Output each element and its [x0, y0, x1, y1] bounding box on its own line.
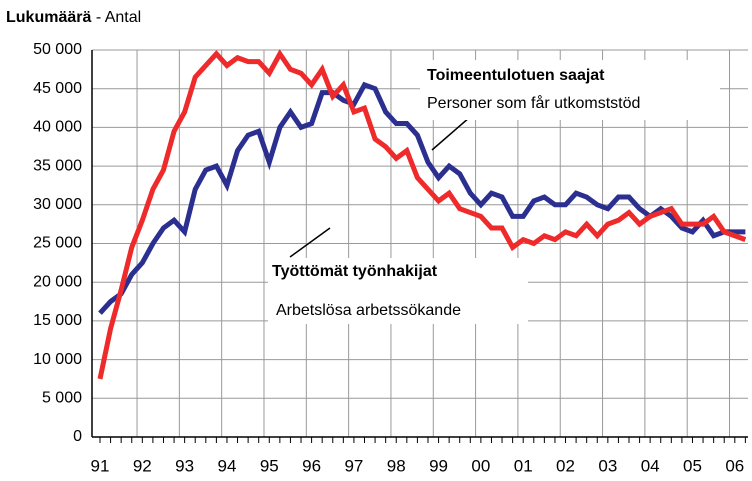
y-tick-label: 35 000 [33, 157, 82, 174]
series-line [97, 49, 747, 380]
title: Lukumäärä [6, 9, 91, 26]
y-tick-label: 10 000 [33, 351, 82, 368]
x-tick-label: 06 [725, 456, 744, 475]
x-tick-label: 02 [556, 456, 575, 475]
x-tick-label: 95 [260, 456, 279, 475]
annotation: Arbetslösa arbetssökande [276, 302, 461, 319]
x-tick-label: 97 [344, 456, 363, 475]
x-tick-label: 00 [471, 456, 490, 475]
x-tick-label: 92 [133, 456, 152, 475]
x-tick-label: 01 [514, 456, 533, 475]
y-tick-label: 40 000 [33, 119, 82, 136]
y-tick-label: 20 000 [33, 273, 82, 290]
y-tick-label: 0 [73, 428, 82, 445]
y-tick-label: 30 000 [33, 196, 82, 213]
series-line [98, 81, 746, 315]
annotation: Personer som får utkomststöd [427, 94, 640, 112]
series-label: Työttömät työnhakijat [272, 263, 438, 280]
leader-line [289, 227, 331, 258]
x-tick-label: 93 [175, 456, 194, 475]
x-tick-label: 05 [683, 456, 702, 475]
leader-line [431, 116, 471, 151]
y-tick-label: 45 000 [33, 80, 82, 97]
y-tick-label: 5 000 [42, 390, 82, 407]
x-tick-label: 94 [217, 456, 236, 475]
x-tick-label: 98 [387, 456, 406, 475]
series-label: Toimeentulotuen saajat [427, 67, 605, 84]
y-tick-label: 25 000 [33, 235, 82, 252]
x-tick-label: 99 [429, 456, 448, 475]
x-tick-label: 03 [598, 456, 617, 475]
chart-title: Lukumäärä - Antal [6, 9, 141, 26]
lines [97, 49, 747, 380]
subtitle: - Antal [96, 9, 141, 26]
label-bg [420, 60, 720, 120]
x-tick-label: 04 [641, 456, 660, 475]
x-tick-label: 96 [302, 456, 321, 475]
label-bg [268, 258, 528, 324]
x-tick-label: 91 [91, 456, 110, 475]
y-tick-label: 50 000 [33, 41, 82, 58]
y-tick-label: 15 000 [33, 312, 82, 329]
